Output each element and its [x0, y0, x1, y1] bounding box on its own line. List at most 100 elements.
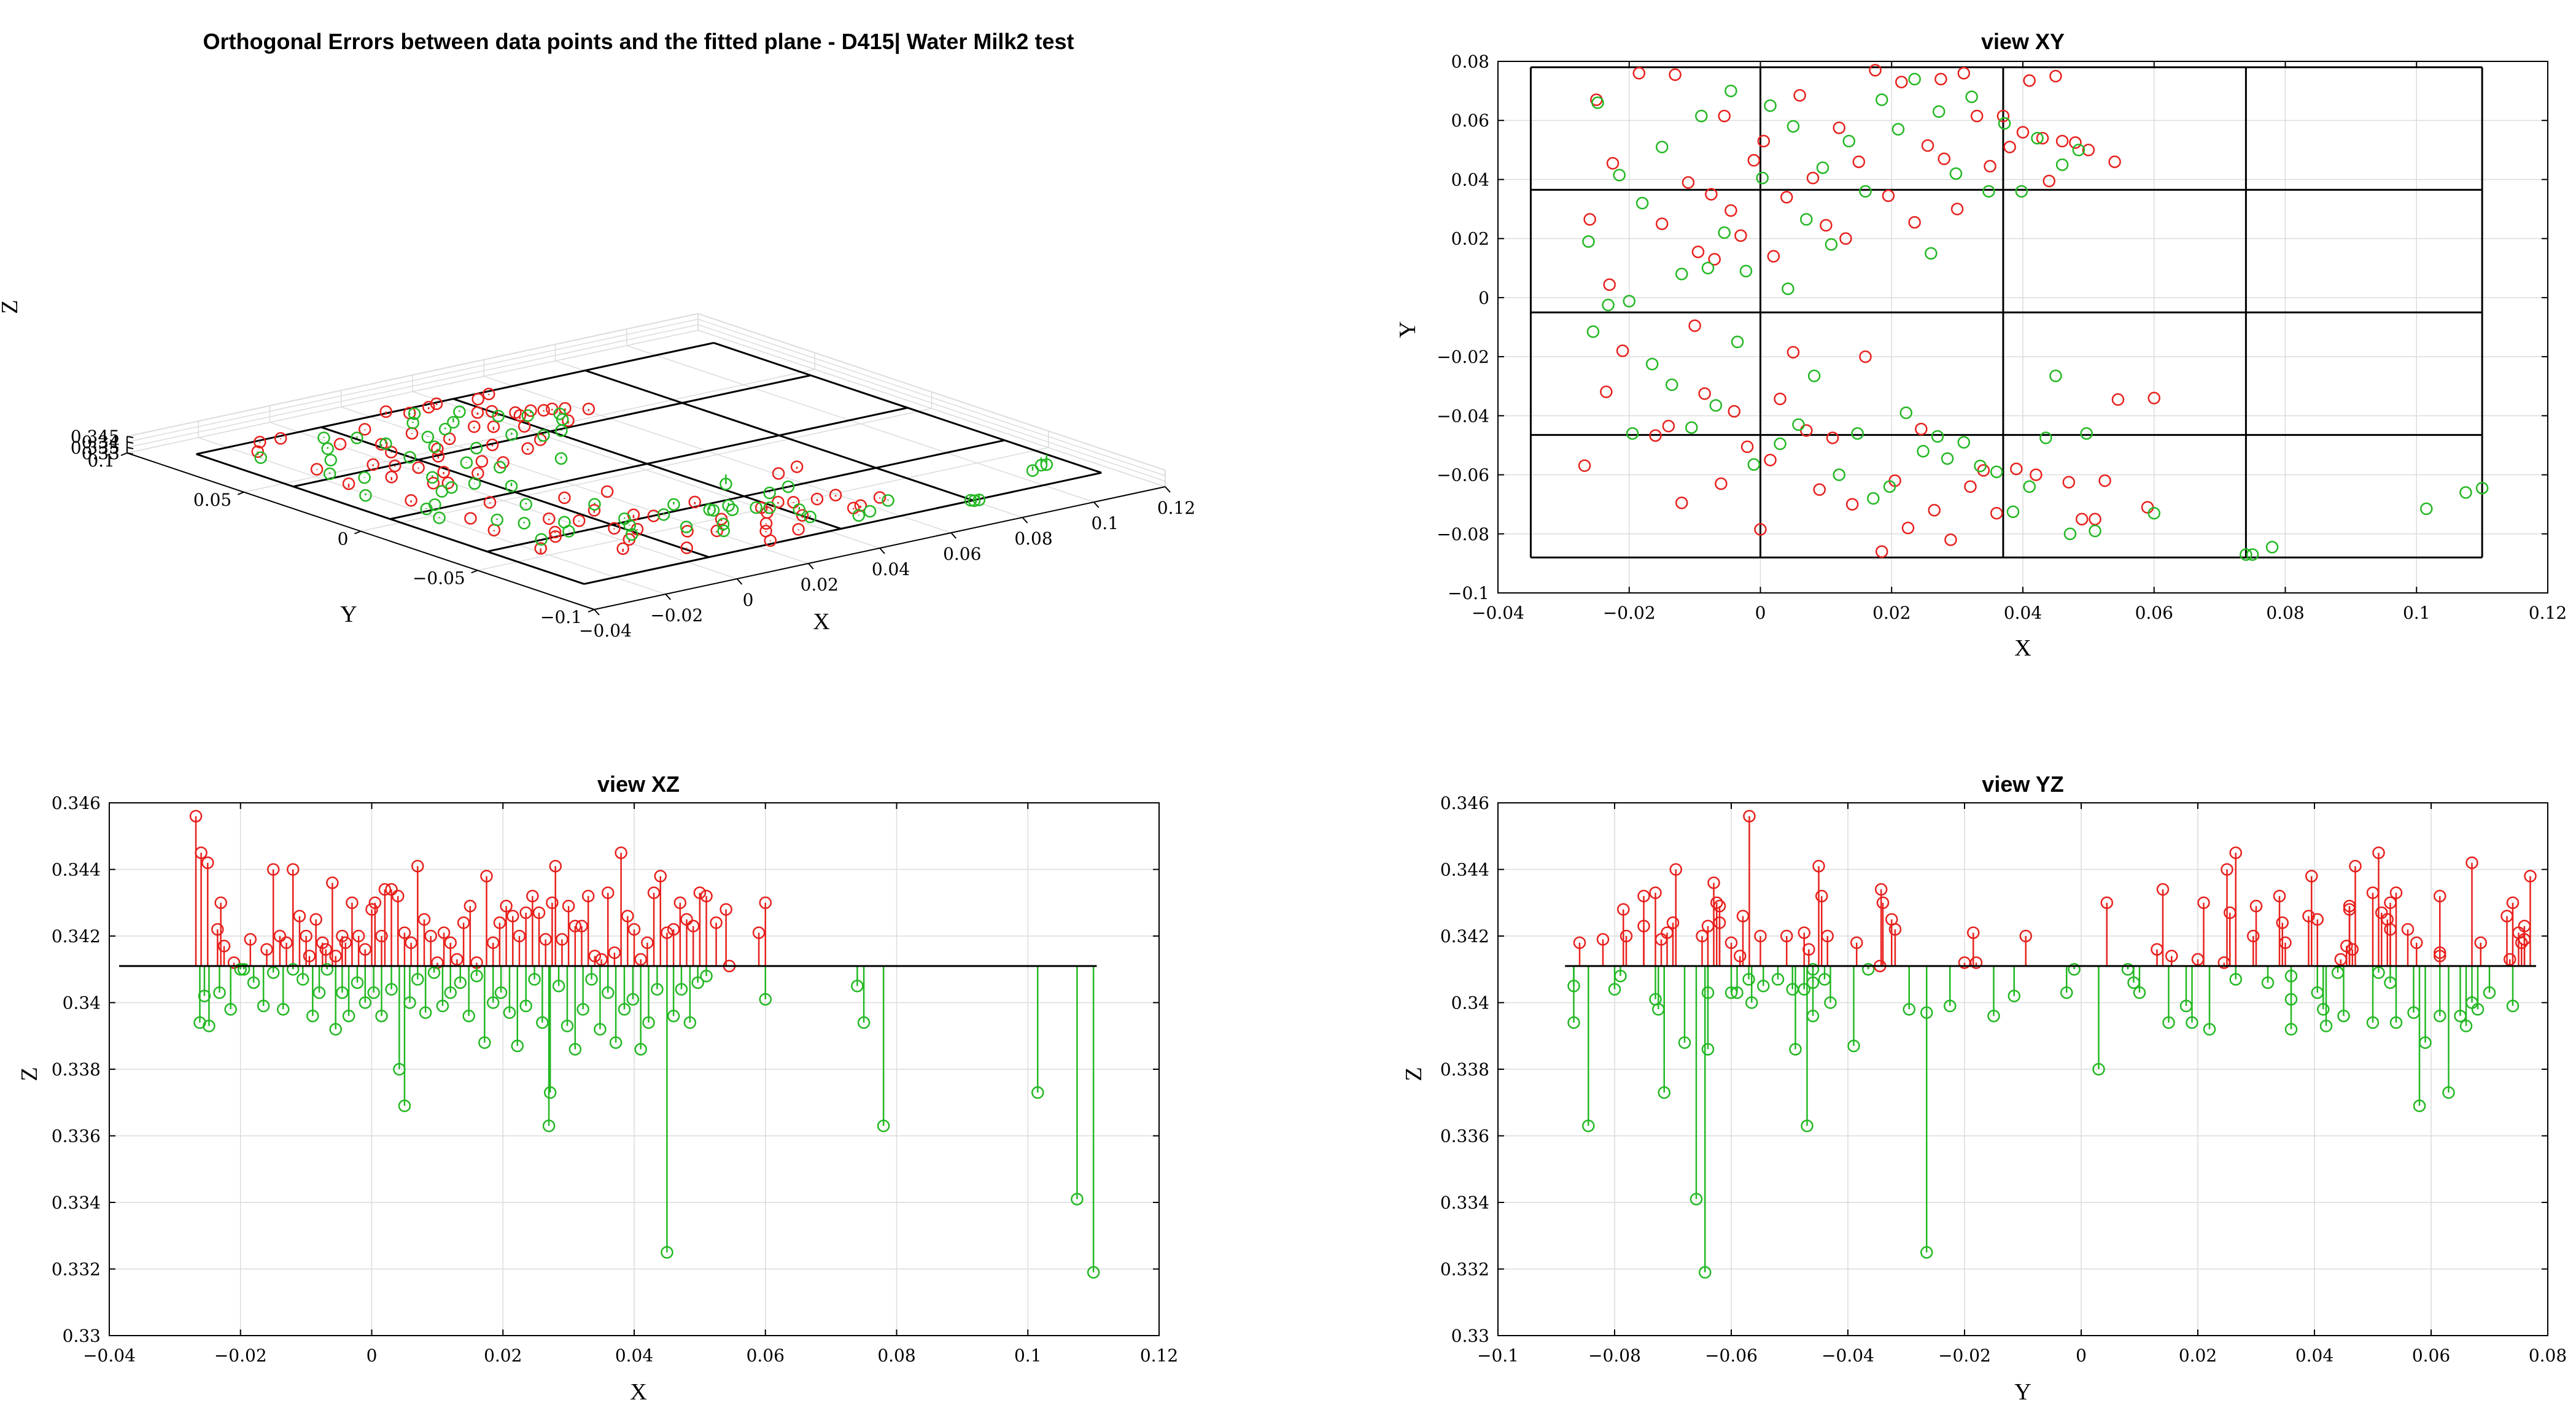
data-point [385, 470, 398, 484]
data-point [688, 495, 701, 509]
data-point [537, 404, 550, 417]
data-point [483, 496, 497, 509]
data-point [2179, 999, 2193, 1013]
data-point [287, 863, 300, 876]
x-tick-label: 0.08 [2266, 603, 2304, 623]
data-point [2003, 141, 2016, 153]
data-point [471, 406, 484, 419]
data-point [303, 950, 316, 962]
data-point [691, 976, 704, 989]
data-point [257, 999, 270, 1013]
data-point [519, 498, 532, 511]
data-point [2366, 886, 2380, 899]
data-point [317, 431, 330, 444]
data-point [2284, 993, 2298, 1006]
panel-xz-title: view XZ [597, 772, 680, 797]
data-point [2249, 899, 2263, 913]
data-point [438, 422, 452, 436]
data-point [2055, 158, 2069, 171]
y-tick-label: 0.334 [1440, 1193, 1489, 1213]
data-point [1934, 72, 1947, 86]
data-point [703, 503, 716, 516]
data-point [444, 936, 457, 950]
data-point [2334, 953, 2347, 966]
y-tick-label: 0.344 [1440, 860, 1489, 880]
data-point [1669, 863, 1682, 876]
data-point [1034, 459, 1048, 472]
data-point [333, 438, 347, 451]
data-point [1833, 122, 1845, 134]
data-point [602, 886, 615, 899]
data-point [482, 387, 495, 401]
data-point [1891, 123, 1905, 136]
data-point [1874, 883, 1888, 896]
data-point [1806, 171, 1820, 185]
data-point [336, 986, 349, 999]
data-point [549, 530, 562, 543]
y-tick-label: 0.04 [1451, 169, 1489, 190]
data-point [543, 512, 556, 525]
data-point [851, 980, 864, 993]
z-tick-mark [126, 452, 134, 455]
x-tick-label: 0.12 [1157, 498, 1195, 518]
data-point [451, 953, 464, 966]
y-tick-mark [588, 609, 595, 613]
data-point [287, 963, 300, 976]
data-point [1787, 120, 1800, 133]
panel-yz-xlabel: Y [2014, 1379, 2031, 1405]
data-point [351, 431, 363, 444]
data-point [342, 477, 355, 490]
data-point [1701, 1043, 1715, 1056]
data-point [1764, 99, 1777, 112]
data-point [309, 913, 322, 926]
data-point [2389, 1016, 2403, 1029]
data-point [453, 405, 466, 419]
data-point [1675, 497, 1688, 509]
data-point [556, 933, 568, 946]
data-point [1815, 889, 1828, 903]
data-point [378, 883, 392, 896]
data-point [2141, 501, 2154, 514]
data-point [2023, 480, 2036, 493]
data-point [710, 524, 723, 538]
data-point [1812, 859, 1825, 873]
data-point [1901, 521, 1915, 535]
data-point [503, 1006, 516, 1020]
data-point [618, 1003, 631, 1016]
data-point [554, 452, 568, 465]
data-point [667, 498, 680, 511]
data-point [609, 1036, 623, 1049]
data-point [2381, 913, 2394, 926]
data-point [1617, 903, 1630, 916]
data-point [316, 936, 329, 950]
data-point [468, 477, 481, 490]
data-point [1970, 109, 1984, 123]
y-tick-label: 0.1 [87, 451, 115, 471]
data-point [518, 517, 531, 530]
data-point [1895, 75, 1908, 88]
data-point [494, 986, 508, 999]
y-tick-label: 0.33 [1451, 1326, 1489, 1346]
z-tick-mark [126, 447, 134, 449]
grid-lines [109, 802, 1160, 1336]
data-point [588, 498, 601, 511]
data-point [2273, 889, 2286, 903]
y-tick-label: 0.344 [52, 860, 101, 880]
y-tick-label: 0.332 [52, 1260, 101, 1280]
data-point [1691, 246, 1705, 258]
data-point [1675, 268, 1688, 281]
data-point [1932, 105, 1946, 118]
data-point [576, 1003, 589, 1016]
data-point [2147, 506, 2160, 520]
data-point [562, 899, 575, 913]
data-point [534, 542, 547, 555]
data-point [359, 996, 372, 1009]
data-point [693, 886, 707, 899]
data-point [2062, 476, 2076, 489]
data-point [513, 929, 526, 943]
data-point [198, 989, 211, 1002]
data-point [1606, 157, 1620, 170]
data-point [722, 499, 735, 512]
x-tick-label: 0.06 [2135, 603, 2173, 623]
data-point [405, 936, 417, 950]
